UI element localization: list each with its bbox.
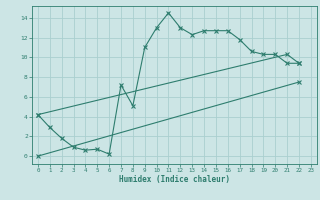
X-axis label: Humidex (Indice chaleur): Humidex (Indice chaleur) xyxy=(119,175,230,184)
